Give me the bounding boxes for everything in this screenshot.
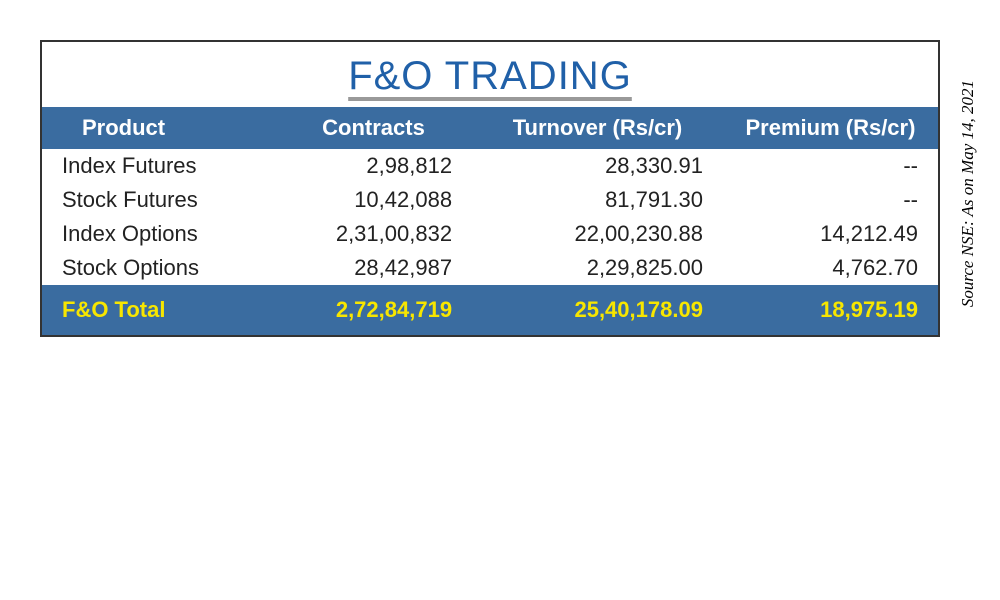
cell-contracts: 10,42,088 <box>275 183 472 217</box>
cell-turnover: 22,00,230.88 <box>472 217 723 251</box>
total-contracts: 2,72,84,719 <box>275 285 472 335</box>
cell-product: Index Options <box>42 217 275 251</box>
cell-turnover: 2,29,825.00 <box>472 251 723 285</box>
total-premium: 18,975.19 <box>723 285 938 335</box>
table-row: Index Options 2,31,00,832 22,00,230.88 1… <box>42 217 938 251</box>
col-header-turnover: Turnover (Rs/cr) <box>472 107 723 149</box>
table-row: Stock Futures 10,42,088 81,791.30 -- <box>42 183 938 217</box>
cell-contracts: 2,98,812 <box>275 149 472 183</box>
table-title: F&O TRADING <box>42 42 938 107</box>
cell-product: Index Futures <box>42 149 275 183</box>
cell-product: Stock Futures <box>42 183 275 217</box>
table-row: Index Futures 2,98,812 28,330.91 -- <box>42 149 938 183</box>
col-header-premium: Premium (Rs/cr) <box>723 107 938 149</box>
table-header-row: Product Contracts Turnover (Rs/cr) Premi… <box>42 107 938 149</box>
fno-table-wrap: F&O TRADING Product Contracts Turnover (… <box>40 40 960 337</box>
cell-turnover: 28,330.91 <box>472 149 723 183</box>
cell-contracts: 2,31,00,832 <box>275 217 472 251</box>
col-header-contracts: Contracts <box>275 107 472 149</box>
cell-turnover: 81,791.30 <box>472 183 723 217</box>
fno-trading-table: F&O TRADING Product Contracts Turnover (… <box>40 40 940 337</box>
cell-contracts: 28,42,987 <box>275 251 472 285</box>
total-label: F&O Total <box>42 285 275 335</box>
cell-premium: -- <box>723 149 938 183</box>
source-note: Source NSE: As on May 14, 2021 <box>958 80 978 307</box>
table-row: Stock Options 28,42,987 2,29,825.00 4,76… <box>42 251 938 285</box>
table-total-row: F&O Total 2,72,84,719 25,40,178.09 18,97… <box>42 285 938 335</box>
cell-premium: -- <box>723 183 938 217</box>
cell-product: Stock Options <box>42 251 275 285</box>
col-header-product: Product <box>42 107 275 149</box>
table-title-row: F&O TRADING <box>42 42 938 107</box>
cell-premium: 4,762.70 <box>723 251 938 285</box>
cell-premium: 14,212.49 <box>723 217 938 251</box>
total-turnover: 25,40,178.09 <box>472 285 723 335</box>
